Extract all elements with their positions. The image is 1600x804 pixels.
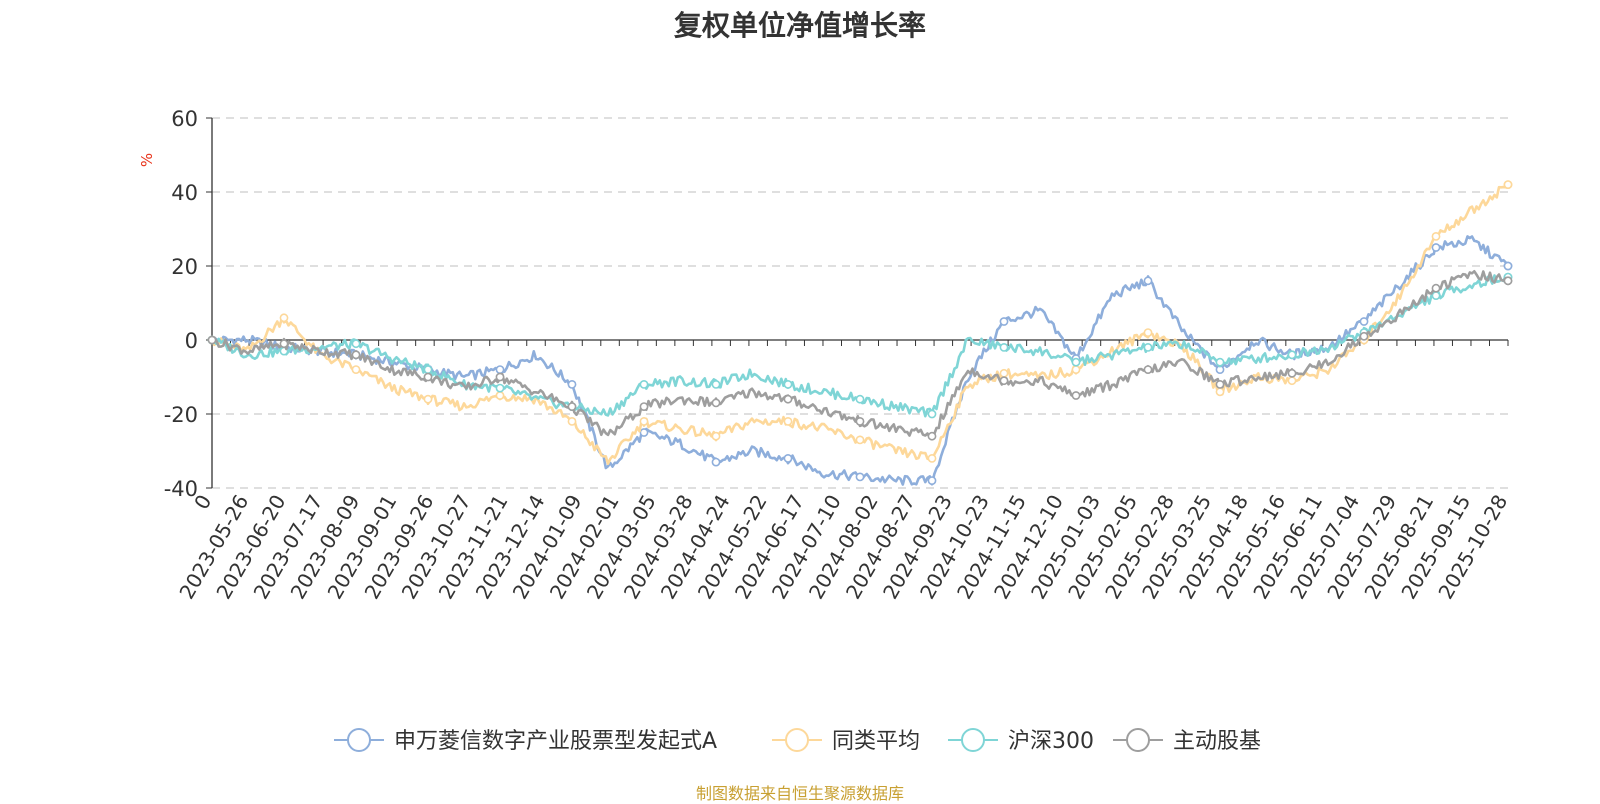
series-marker xyxy=(1431,243,1441,252)
series-marker xyxy=(495,391,505,400)
series-marker xyxy=(927,409,937,419)
series-marker xyxy=(783,416,793,426)
series-marker xyxy=(1431,231,1441,241)
series-marker xyxy=(855,472,865,482)
legend-item[interactable]: 主动股基 xyxy=(1113,728,1261,754)
series-marker xyxy=(495,383,505,393)
series-marker xyxy=(1215,379,1225,389)
series-marker xyxy=(927,453,937,463)
series-marker xyxy=(1359,331,1369,341)
series-marker xyxy=(711,379,721,389)
legend-label: 申万菱信数字产业股票型发起式A xyxy=(394,729,717,754)
series-marker xyxy=(1071,391,1081,400)
series-marker xyxy=(1287,376,1297,386)
legend: 申万菱信数字产业股票型发起式A 同类平均 沪深300 主动股基 xyxy=(334,728,1261,754)
series-marker xyxy=(423,365,433,374)
series-marker xyxy=(567,416,577,426)
y-tick-label: 0 xyxy=(185,329,198,353)
series-marker xyxy=(1143,328,1153,337)
series-marker xyxy=(783,394,793,404)
series-marker xyxy=(999,342,1009,352)
series-marker xyxy=(1431,291,1441,300)
y-tick-label: -20 xyxy=(164,403,198,427)
series-marker xyxy=(639,416,649,426)
series-marker xyxy=(1431,283,1441,293)
y-tick-label: 60 xyxy=(171,107,198,131)
y-tick-label: 20 xyxy=(171,255,198,279)
series-marker xyxy=(423,372,433,382)
series-marker xyxy=(351,350,361,360)
series-marker xyxy=(1071,357,1081,367)
legend-item[interactable]: 沪深300 xyxy=(948,728,1094,754)
series-marker xyxy=(711,398,721,408)
series-marker xyxy=(855,416,865,426)
series-marker xyxy=(1143,365,1153,374)
y-tick-labels: -40 -20 0 20 40 60 xyxy=(164,107,198,501)
series-marker xyxy=(1503,261,1513,271)
legend-marker xyxy=(347,728,371,752)
y-tick-label: -40 xyxy=(164,477,198,501)
y-axis-unit: % xyxy=(138,153,156,167)
series-marker xyxy=(639,428,649,437)
legend-item[interactable]: 同类平均 xyxy=(772,728,920,754)
series-marker xyxy=(1359,317,1369,326)
series-marker xyxy=(639,402,649,411)
series-marker xyxy=(711,457,721,467)
chart-title: 复权单位净值增长率 xyxy=(673,9,926,42)
series-marker xyxy=(711,431,721,441)
series-marker xyxy=(1143,276,1153,286)
y-tick-label: 40 xyxy=(171,181,198,205)
series-marker xyxy=(999,376,1009,386)
x-tick-labels: 02023-05-262023-06-202023-07-172023-08-0… xyxy=(174,490,1512,603)
series-marker xyxy=(927,431,937,441)
series-marker xyxy=(351,365,361,374)
axes xyxy=(206,117,1509,489)
legend-marker xyxy=(961,728,985,752)
legend-marker xyxy=(1126,728,1150,752)
legend-label: 沪深300 xyxy=(1008,729,1094,754)
series-marker xyxy=(279,313,289,323)
series-lines xyxy=(207,180,1513,486)
series-marker xyxy=(495,365,505,374)
series-marker xyxy=(1071,365,1081,374)
series-marker xyxy=(1287,368,1297,378)
series-marker xyxy=(495,372,505,382)
series-marker xyxy=(999,317,1009,326)
series-marker xyxy=(1503,276,1513,286)
series-marker xyxy=(855,394,865,404)
series-marker xyxy=(279,339,289,349)
series-marker xyxy=(351,339,361,349)
series-marker xyxy=(639,379,649,389)
series-line xyxy=(211,270,1510,439)
series-marker xyxy=(423,394,433,404)
grid-lines xyxy=(212,117,1508,489)
series-marker xyxy=(783,379,793,389)
series-marker xyxy=(783,453,793,463)
series-marker xyxy=(1503,180,1513,189)
series-marker xyxy=(1215,357,1225,367)
legend-label: 主动股基 xyxy=(1173,729,1261,754)
series-marker xyxy=(207,335,217,345)
legend-item[interactable]: 申万菱信数字产业股票型发起式A xyxy=(334,728,717,754)
legend-label: 同类平均 xyxy=(832,729,920,754)
series-marker xyxy=(1143,342,1153,352)
series-marker xyxy=(1215,387,1225,397)
series-marker xyxy=(927,476,937,485)
series-marker xyxy=(999,368,1009,378)
series-marker xyxy=(567,379,577,389)
data-source-note: 制图数据来自恒生聚源数据库 xyxy=(695,784,904,803)
series-marker xyxy=(855,435,865,445)
series-marker xyxy=(1287,350,1297,360)
legend-marker xyxy=(785,728,809,752)
x-tick-label: 0 xyxy=(189,491,216,514)
series-marker xyxy=(567,402,577,411)
line-chart: -40 -20 0 20 40 60 02023-05-262023-06-202023-… xyxy=(138,107,1513,754)
